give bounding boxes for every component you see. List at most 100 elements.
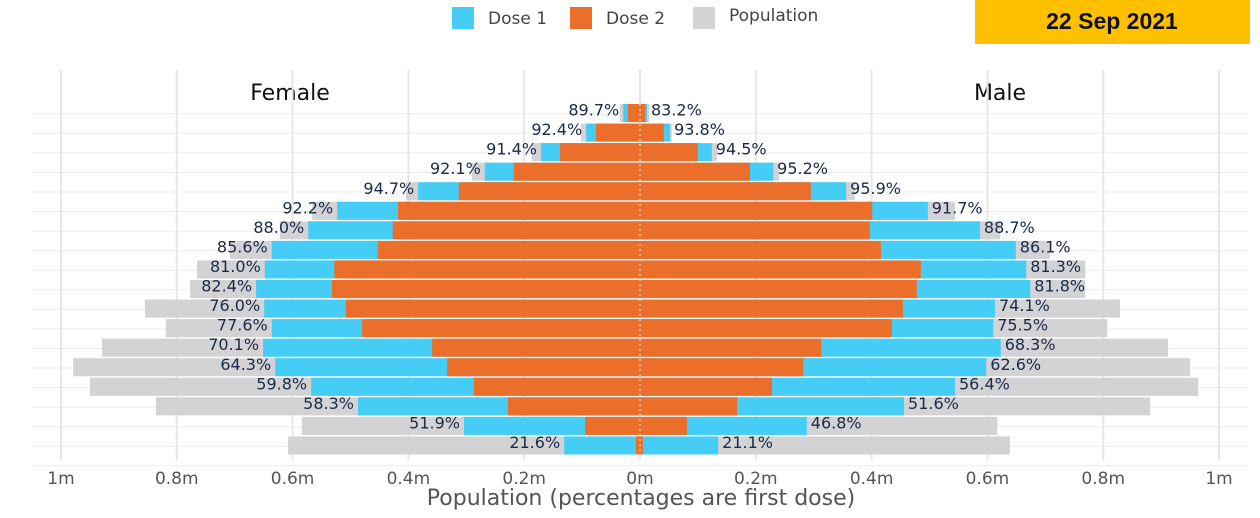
percent-label: 81.0% xyxy=(210,257,261,276)
bar xyxy=(640,436,719,455)
percent-label: 76.0% xyxy=(209,296,260,315)
bar xyxy=(397,201,640,220)
percent-label: 94.5% xyxy=(716,140,767,159)
percent-label: 46.8% xyxy=(811,413,862,432)
percent-label: 95.9% xyxy=(850,179,901,198)
percent-label: 93.8% xyxy=(674,120,725,139)
bar xyxy=(507,397,640,416)
x-tick-label: 0.4m xyxy=(850,469,894,489)
percent-label: 56.4% xyxy=(959,374,1010,393)
bar xyxy=(640,416,687,435)
bar xyxy=(640,436,1011,455)
x-tick-label: 0.8m xyxy=(155,469,199,489)
percent-label: 95.2% xyxy=(777,159,828,178)
x-tick-label: 0.6m xyxy=(966,469,1010,489)
percent-label: 64.3% xyxy=(220,355,271,374)
x-tick-label: 1m xyxy=(47,469,74,489)
percent-label: 92.2% xyxy=(282,198,333,217)
x-tick-label: 0.6m xyxy=(271,469,315,489)
bar xyxy=(560,143,640,162)
bar xyxy=(640,162,751,181)
bar xyxy=(640,240,881,259)
legend-label: Population xyxy=(729,6,818,26)
bar xyxy=(640,377,773,396)
bar xyxy=(640,299,903,318)
side-label: Female xyxy=(250,81,330,106)
bar xyxy=(640,260,921,279)
bar xyxy=(334,260,640,279)
percent-label: 92.1% xyxy=(430,159,481,178)
percent-label: 62.6% xyxy=(990,355,1041,374)
bar xyxy=(640,201,873,220)
percent-label: 92.4% xyxy=(531,120,582,139)
bar xyxy=(458,182,640,201)
percent-label: 94.7% xyxy=(363,179,414,198)
bar xyxy=(331,280,640,299)
date: 22 Sep 2021 xyxy=(1046,8,1178,34)
bar xyxy=(432,338,640,357)
percent-label: 77.6% xyxy=(217,316,268,335)
bar xyxy=(287,436,640,455)
bar xyxy=(584,416,640,435)
percent-label: 68.3% xyxy=(1005,335,1056,354)
bar xyxy=(513,162,640,181)
bar xyxy=(595,123,640,142)
x-tick-label: 0.2m xyxy=(734,469,778,489)
bar xyxy=(447,358,640,377)
percent-label: 91.4% xyxy=(486,140,537,159)
bar xyxy=(640,123,664,142)
percent-label: 89.7% xyxy=(568,101,619,120)
legend-swatch xyxy=(452,7,474,29)
percent-label: 70.1% xyxy=(208,335,259,354)
percent-label: 51.6% xyxy=(908,394,959,413)
percent-label: 81.3% xyxy=(1030,257,1081,276)
percent-label: 58.3% xyxy=(303,394,354,413)
bar xyxy=(640,358,804,377)
percent-label: 88.7% xyxy=(984,218,1035,237)
percent-label: 21.6% xyxy=(509,433,560,452)
legend-swatch xyxy=(693,7,715,29)
legend-label: Dose 1 xyxy=(488,9,547,29)
x-tick-label: 0m xyxy=(626,469,653,489)
percent-label: 82.4% xyxy=(201,277,252,296)
percent-label: 88.0% xyxy=(253,218,304,237)
bar xyxy=(640,338,822,357)
legend-label: Dose 2 xyxy=(606,9,665,29)
percent-label: 81.8% xyxy=(1034,277,1085,296)
bar xyxy=(377,240,640,259)
x-tick-label: 0.2m xyxy=(502,469,546,489)
date-box xyxy=(975,0,1250,44)
bar xyxy=(362,319,640,338)
bar xyxy=(627,104,640,123)
bar xyxy=(640,280,917,299)
percent-label: 74.1% xyxy=(999,296,1050,315)
percent-label: 91.7% xyxy=(932,198,983,217)
bar xyxy=(640,143,698,162)
percent-label: 51.9% xyxy=(409,413,460,432)
percent-label: 85.6% xyxy=(217,237,268,256)
bar xyxy=(635,436,640,455)
percent-label: 75.5% xyxy=(997,316,1048,335)
bar xyxy=(345,299,640,318)
x-tick-label: 0.4m xyxy=(387,469,431,489)
bar xyxy=(640,182,811,201)
bar xyxy=(392,221,640,240)
x-axis-label: Population (percentages are first dose) xyxy=(427,486,855,511)
side-label: Male xyxy=(974,81,1026,106)
percent-label: 59.8% xyxy=(256,374,307,393)
bar xyxy=(640,397,738,416)
legend-swatch xyxy=(570,7,592,29)
x-tick-label: 0.8m xyxy=(1081,469,1125,489)
bar xyxy=(473,377,640,396)
percent-label: 83.2% xyxy=(651,101,702,120)
bar xyxy=(564,436,640,455)
percent-label: 21.1% xyxy=(722,433,773,452)
percent-label: 86.1% xyxy=(1020,237,1071,256)
bar xyxy=(640,221,870,240)
bar xyxy=(640,104,646,123)
bar xyxy=(640,436,643,455)
bar xyxy=(640,319,892,338)
x-tick-label: 1m xyxy=(1205,469,1232,489)
